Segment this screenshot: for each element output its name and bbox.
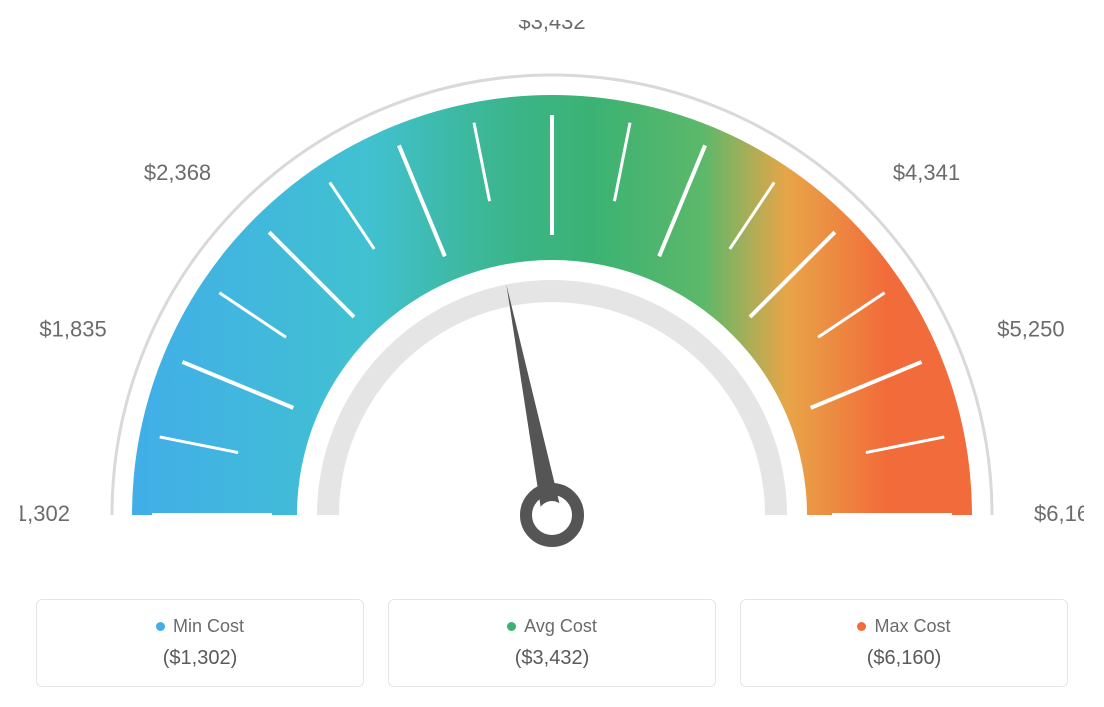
svg-text:$1,835: $1,835 [39, 317, 106, 342]
dot-icon [507, 622, 516, 631]
legend-card-avg: Avg Cost ($3,432) [388, 599, 716, 687]
legend-label-avg: Avg Cost [401, 616, 703, 637]
legend-value-min: ($1,302) [49, 647, 351, 670]
svg-text:$3,432: $3,432 [518, 20, 585, 34]
legend-card-min: Min Cost ($1,302) [36, 599, 364, 687]
legend-value-max: ($6,160) [753, 647, 1055, 670]
legend-value-avg: ($3,432) [401, 647, 703, 670]
legend-label-text: Min Cost [173, 616, 244, 637]
legend-card-max: Max Cost ($6,160) [740, 599, 1068, 687]
gauge-chart: $1,302 $1,835 $2,368 $3,432 $4,341 $5,250 $6,1… [20, 20, 1084, 575]
legend-label-text: Avg Cost [524, 616, 597, 637]
legend-row: Min Cost ($1,302) Avg Cost ($3,432) Max … [20, 599, 1084, 687]
legend-label-min: Min Cost [49, 616, 351, 637]
gauge-container: $1,302 $1,835 $2,368 $3,432 $4,341 $5,250 $6,1… [20, 20, 1084, 687]
legend-label-max: Max Cost [753, 616, 1055, 637]
svg-text:$2,368: $2,368 [144, 160, 211, 185]
dot-icon [156, 622, 165, 631]
svg-text:$6,160: $6,160 [1034, 501, 1084, 526]
svg-text:$1,302: $1,302 [20, 501, 70, 526]
svg-text:$4,341: $4,341 [893, 160, 960, 185]
svg-text:$5,250: $5,250 [997, 317, 1064, 342]
dot-icon [857, 622, 866, 631]
legend-label-text: Max Cost [874, 616, 950, 637]
